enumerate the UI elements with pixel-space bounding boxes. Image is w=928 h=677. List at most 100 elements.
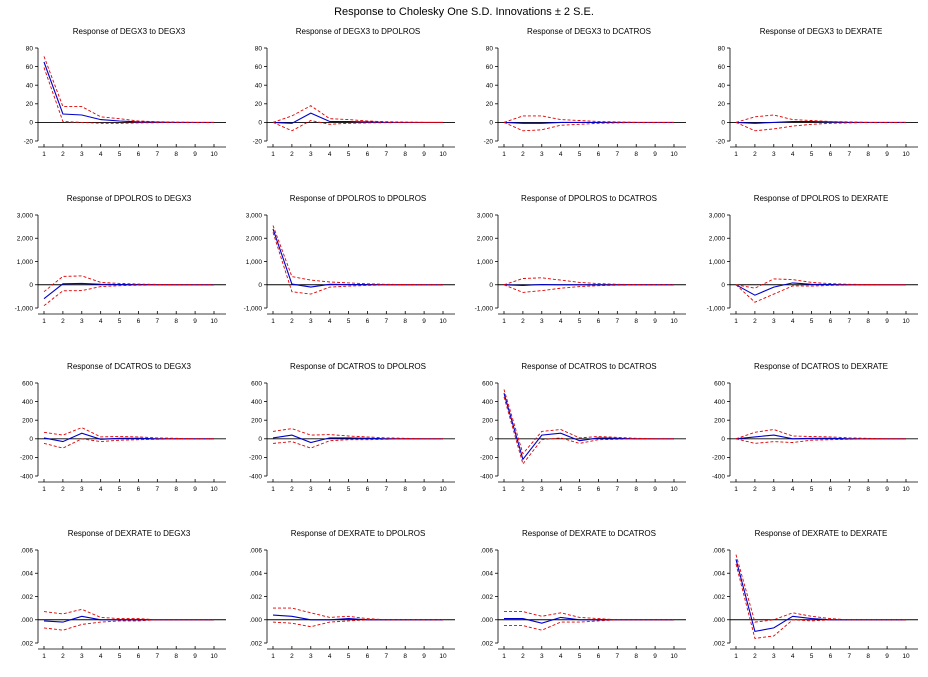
y-tick-label: 0 xyxy=(721,282,725,289)
y-tick-label: 200 xyxy=(714,418,725,425)
x-tick-label: 10 xyxy=(902,318,910,325)
upper-band-line xyxy=(503,389,674,455)
x-tick-label: 3 xyxy=(772,151,776,158)
panel-title: Response of DEXRATE to DPOLROS xyxy=(291,529,426,538)
x-tick-label: 6 xyxy=(137,653,141,660)
x-tick-label: 8 xyxy=(174,653,178,660)
x-tick-label: 6 xyxy=(829,486,833,493)
y-tick-label: 80 xyxy=(718,45,726,52)
x-tick-label: 3 xyxy=(309,653,313,660)
irf-panel-4: Response of DEGX3 to DEXRATE -20 0 20 40 60 80… xyxy=(716,27,918,158)
lower-band-line xyxy=(43,67,214,124)
panel-title: Response of DCATROS to DPOLROS xyxy=(290,362,426,371)
y-tick-label: -1,000 xyxy=(15,305,34,312)
y-tick-label: 0 xyxy=(29,436,33,443)
irf-panel-16: Response of DEXRATE to DEXRATE .002 .000 .0… xyxy=(712,529,918,660)
x-tick-label: 3 xyxy=(772,318,776,325)
response-line xyxy=(43,61,214,123)
y-tick-label: 0 xyxy=(258,436,262,443)
x-tick-label: 8 xyxy=(174,151,178,158)
x-tick-label: 2 xyxy=(521,653,525,660)
x-tick-label: 8 xyxy=(866,486,870,493)
x-tick-label: 9 xyxy=(885,486,889,493)
x-tick-label: 6 xyxy=(597,318,601,325)
x-tick-label: 1 xyxy=(502,653,506,660)
y-tick-label: 3,000 xyxy=(246,212,263,219)
upper-band-line xyxy=(272,225,443,286)
irf-panel-10: Response of DCATROS to DPOLROS -400 -200 0 2… xyxy=(249,362,455,493)
x-tick-label: 2 xyxy=(521,151,525,158)
y-tick-label: 3,000 xyxy=(709,212,726,219)
lower-band-line xyxy=(272,120,443,132)
x-tick-label: 1 xyxy=(734,151,738,158)
x-tick-label: 7 xyxy=(848,151,852,158)
irf-panel-5: Response of DPOLROS to DEGX3 -1,000 0 1,000… xyxy=(15,194,226,325)
y-tick-label: 0 xyxy=(489,120,493,127)
y-tick-label: 40 xyxy=(26,83,34,90)
y-tick-label: 80 xyxy=(255,45,263,52)
y-tick-label: 2,000 xyxy=(477,236,494,243)
x-tick-label: 7 xyxy=(156,318,160,325)
y-tick-label: -400 xyxy=(480,473,493,480)
x-tick-label: 8 xyxy=(634,486,638,493)
y-tick-label: .006 xyxy=(20,547,33,554)
panel-title: Response of DEGX3 to DEXRATE xyxy=(760,27,883,36)
y-tick-label: 200 xyxy=(482,418,493,425)
y-tick-label: 2,000 xyxy=(246,236,263,243)
x-tick-label: 7 xyxy=(616,653,620,660)
x-tick-label: 6 xyxy=(366,653,370,660)
x-tick-label: 4 xyxy=(99,653,103,660)
y-tick-label: 1,000 xyxy=(246,259,263,266)
x-tick-label: 9 xyxy=(193,486,197,493)
x-tick-label: 6 xyxy=(366,151,370,158)
x-tick-label: 1 xyxy=(502,318,506,325)
x-tick-label: 2 xyxy=(290,151,294,158)
x-tick-label: 9 xyxy=(885,318,889,325)
x-tick-label: 4 xyxy=(99,318,103,325)
y-tick-label: .006 xyxy=(712,547,725,554)
y-tick-label: 0 xyxy=(489,282,493,289)
x-tick-label: 8 xyxy=(866,653,870,660)
x-tick-label: 9 xyxy=(422,653,426,660)
x-tick-label: 6 xyxy=(137,318,141,325)
x-tick-label: 7 xyxy=(156,653,160,660)
x-tick-label: 6 xyxy=(597,653,601,660)
x-tick-label: 5 xyxy=(578,151,582,158)
y-tick-label: 3,000 xyxy=(477,212,494,219)
x-tick-label: 7 xyxy=(385,151,389,158)
upper-band-line xyxy=(735,429,906,440)
x-tick-label: 2 xyxy=(521,486,525,493)
x-tick-label: 7 xyxy=(385,318,389,325)
irf-panel-14: Response of DEXRATE to DPOLROS .002 .000 .0… xyxy=(249,529,455,660)
x-tick-label: 5 xyxy=(347,151,351,158)
x-tick-label: 8 xyxy=(403,151,407,158)
panel-title: Response of DEXRATE to DEGX3 xyxy=(68,529,191,538)
y-tick-label: 600 xyxy=(251,380,262,387)
x-tick-label: 6 xyxy=(829,653,833,660)
x-tick-label: 1 xyxy=(734,318,738,325)
x-tick-label: 2 xyxy=(61,151,65,158)
y-tick-label: 40 xyxy=(486,83,494,90)
panel-title: Response of DCATROS to DEXRATE xyxy=(754,362,888,371)
x-tick-label: 9 xyxy=(422,151,426,158)
lower-band-line xyxy=(272,619,443,628)
x-tick-label: 2 xyxy=(753,151,757,158)
x-tick-label: 3 xyxy=(80,653,84,660)
x-tick-label: 10 xyxy=(670,653,678,660)
x-tick-label: 8 xyxy=(634,318,638,325)
x-tick-label: 1 xyxy=(502,486,506,493)
x-tick-label: 2 xyxy=(753,318,757,325)
y-tick-label: 20 xyxy=(486,101,494,108)
x-tick-label: 8 xyxy=(866,151,870,158)
x-tick-label: 5 xyxy=(118,318,122,325)
y-tick-label: 20 xyxy=(26,101,34,108)
x-tick-label: 7 xyxy=(616,486,620,493)
x-tick-label: 8 xyxy=(403,318,407,325)
x-tick-label: 5 xyxy=(578,318,582,325)
x-tick-label: 4 xyxy=(791,318,795,325)
y-tick-label: .004 xyxy=(20,571,33,578)
panel-title: Response of DPOLROS to DCATROS xyxy=(521,194,657,203)
irf-panel-2: Response of DEGX3 to DPOLROS -20 0 20 40 60 80… xyxy=(253,27,455,158)
x-tick-label: 3 xyxy=(80,318,84,325)
y-tick-label: 1,000 xyxy=(709,259,726,266)
